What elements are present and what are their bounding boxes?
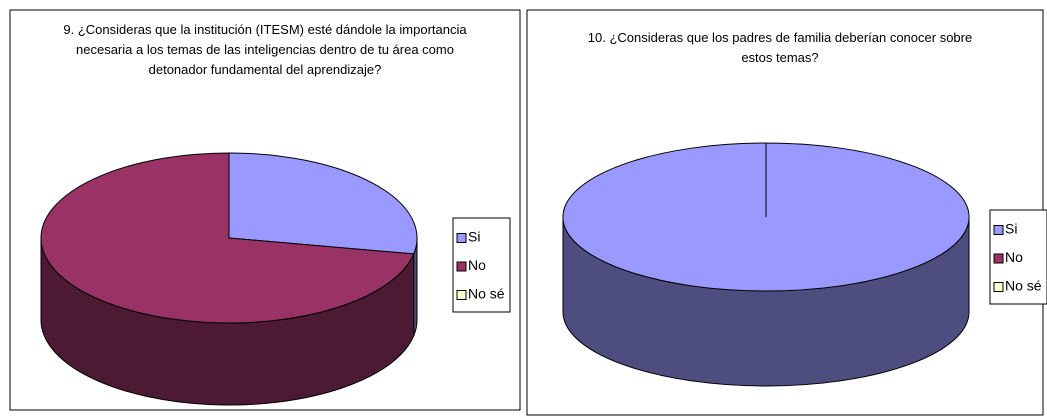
legend-label: Si (468, 229, 480, 245)
legend-swatch (456, 233, 467, 243)
legend-swatch (993, 253, 1004, 264)
legend-swatch (993, 225, 1004, 235)
pie-slice (562, 142, 970, 292)
legend-swatch (993, 282, 1004, 292)
legend-label: No sé (468, 286, 505, 302)
legend-label: No sé (1005, 278, 1042, 294)
panel (9, 9, 521, 411)
legend-swatch (456, 290, 467, 300)
legend-label: No (468, 257, 486, 273)
chart-title: 9. ¿Consideras que la institución (ITESM… (63, 22, 467, 77)
legend-label: Si (1005, 221, 1017, 237)
legend-swatch (456, 261, 467, 272)
chart-title: 10. ¿Consideras que los padres de famili… (587, 30, 973, 65)
pie-slice (40, 152, 415, 324)
legend-label: No (1005, 249, 1023, 265)
pie-slice (228, 152, 418, 255)
